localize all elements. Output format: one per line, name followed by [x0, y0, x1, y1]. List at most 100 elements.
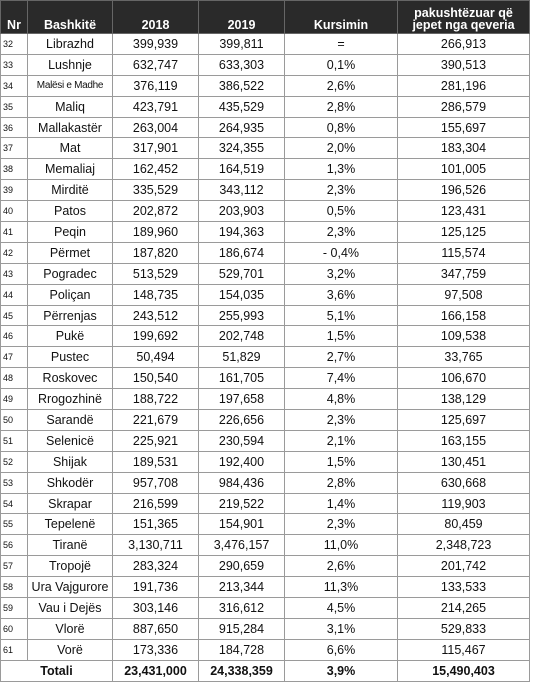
table-cell: 199,692	[112, 325, 199, 348]
table-cell: Pogradec	[27, 262, 113, 285]
row-number: 32	[0, 33, 28, 55]
table-row: 42 Përmet 187,820 186,674- 0,4% 115,574	[0, 241, 530, 264]
table-cell: 115,467	[397, 638, 530, 661]
table-cell: 197,658	[198, 388, 285, 411]
table-cell: 317,901	[112, 137, 199, 160]
table-cell: 255,993	[198, 304, 285, 327]
table-cell: Ura Vajgurore	[27, 576, 113, 599]
table-cell: 202,872	[112, 200, 199, 223]
table-cell: 0,1%	[284, 53, 398, 76]
table-cell: 119,903	[397, 492, 530, 515]
table-cell: 189,960	[112, 221, 199, 243]
table-cell: 162,452	[112, 158, 199, 181]
table-cell: 286,579	[397, 95, 530, 118]
table-cell: 529,701	[198, 262, 285, 285]
table-cell: 633,303	[198, 53, 285, 76]
row-number: 54	[0, 492, 28, 515]
table-cell: 2,3%	[284, 221, 398, 243]
table-cell: Librazhd	[27, 33, 113, 55]
table-row: 60 Vlorë 887,650 915,284 3,1% 529,833	[0, 617, 530, 640]
table-cell: 324,355	[198, 137, 285, 160]
table-row: 44 Poliçan 148,735 154,035 3,6% 97,508	[0, 283, 530, 306]
table-cell: 123,431	[397, 200, 530, 223]
table-cell: 529,833	[397, 617, 530, 640]
row-number: 34	[0, 74, 28, 97]
header-cell: pakushtëzuar që jepet nga qeveria	[397, 0, 530, 34]
table-row: 46 Pukë 199,692 202,748 1,5% 109,538	[0, 325, 530, 348]
row-number: 33	[0, 53, 28, 76]
table-cell: Vlorë	[27, 617, 113, 640]
table-cell: 7,4%	[284, 367, 398, 390]
table-cell: Selenicë	[27, 429, 113, 452]
table-cell: 202,748	[198, 325, 285, 348]
table-row: 59 Vau i Dejës 303,146 316,612 4,5% 214,265	[0, 597, 530, 619]
table-body: 32 Librazhd 399,939 399,811 = 266,913 33 Lushnj…	[0, 33, 530, 682]
table-row: 49 Rrogozhinë 188,722 197,658 4,8% 138,129	[0, 388, 530, 411]
table-cell: 2,6%	[284, 74, 398, 97]
table-row: 48 Roskovec 150,540 161,705 7,4% 106,670	[0, 367, 530, 390]
table-row: 33 Lushnje 632,747 633,303 0,1% 390,513	[0, 53, 530, 76]
table-cell: 390,513	[397, 53, 530, 76]
row-number: 60	[0, 617, 28, 640]
table-cell: 11,3%	[284, 576, 398, 599]
table-cell: 632,747	[112, 53, 199, 76]
table-cell: Pukë	[27, 325, 113, 348]
table-cell: 51,829	[198, 346, 285, 369]
table-cell: 264,935	[198, 116, 285, 139]
table-row: 40 Patos 202,872 203,903 0,5% 123,431	[0, 200, 530, 223]
table-cell: 513,529	[112, 262, 199, 285]
row-number: 50	[0, 409, 28, 431]
table-cell: 303,146	[112, 597, 199, 619]
table-row: 39 Mirditë 335,529 343,112 2,3% 196,526	[0, 179, 530, 202]
row-number: 55	[0, 513, 28, 536]
table-cell: 887,650	[112, 617, 199, 640]
table-cell: 243,512	[112, 304, 199, 327]
table-row: 35 Maliq 423,791 435,529 2,8% 286,579	[0, 95, 530, 118]
table-cell: 399,811	[198, 33, 285, 55]
table-cell: 316,612	[198, 597, 285, 619]
table-cell: Memaliaj	[27, 158, 113, 181]
table-cell: 148,735	[112, 283, 199, 306]
row-number: 52	[0, 450, 28, 473]
table-cell: 216,599	[112, 492, 199, 515]
table-row: 34 Malësi e Madhe 376,119 386,522 2,6% 281,19…	[0, 74, 530, 97]
table-cell: Mallakastër	[27, 116, 113, 139]
table-row: 51 Selenicë 225,921 230,594 2,1% 163,155	[0, 429, 530, 452]
table-cell: 4,8%	[284, 388, 398, 411]
table-cell: 3,6%	[284, 283, 398, 306]
table-cell: 2,348,723	[397, 534, 530, 557]
row-number: 35	[0, 95, 28, 118]
table-cell: 188,722	[112, 388, 199, 411]
table-row: 37 Mat 317,901 324,355 2,0% 183,304	[0, 137, 530, 160]
table-row: 45 Përrenjas 243,512 255,993 5,1% 166,158	[0, 304, 530, 327]
table-cell: Mat	[27, 137, 113, 160]
table-cell: Malësi e Madhe	[27, 74, 113, 97]
table-cell: 155,697	[397, 116, 530, 139]
table-cell: 213,344	[198, 576, 285, 599]
row-number: 38	[0, 158, 28, 181]
table-cell: 2,3%	[284, 179, 398, 202]
total-cell: 23,431,000	[112, 659, 199, 682]
table-cell: 138,129	[397, 388, 530, 411]
table-cell: 1,5%	[284, 325, 398, 348]
table-cell: Lushnje	[27, 53, 113, 76]
table-cell: 2,1%	[284, 429, 398, 452]
header-cell: 2019	[198, 0, 285, 34]
header-cell: Kursimin	[284, 0, 398, 34]
table-cell: 2,8%	[284, 95, 398, 118]
table-cell: Shijak	[27, 450, 113, 473]
total-cell: 3,9%	[284, 659, 398, 682]
table-cell: 154,035	[198, 283, 285, 306]
table-cell: 161,705	[198, 367, 285, 390]
table-cell: 263,004	[112, 116, 199, 139]
table-row: 52 Shijak 189,531 192,400 1,5% 130,451	[0, 450, 530, 473]
table-cell: 2,3%	[284, 409, 398, 431]
header-cell: Bashkitë	[27, 0, 113, 34]
table-row: 57 Tropojë 283,324 290,659 2,6% 201,742	[0, 555, 530, 578]
table-cell: 435,529	[198, 95, 285, 118]
table-cell: 281,196	[397, 74, 530, 97]
table-cell: 283,324	[112, 555, 199, 578]
table-cell: 386,522	[198, 74, 285, 97]
table-row: 50 Sarandë 221,679 226,656 2,3% 125,697	[0, 409, 530, 431]
table-cell: 101,005	[397, 158, 530, 181]
